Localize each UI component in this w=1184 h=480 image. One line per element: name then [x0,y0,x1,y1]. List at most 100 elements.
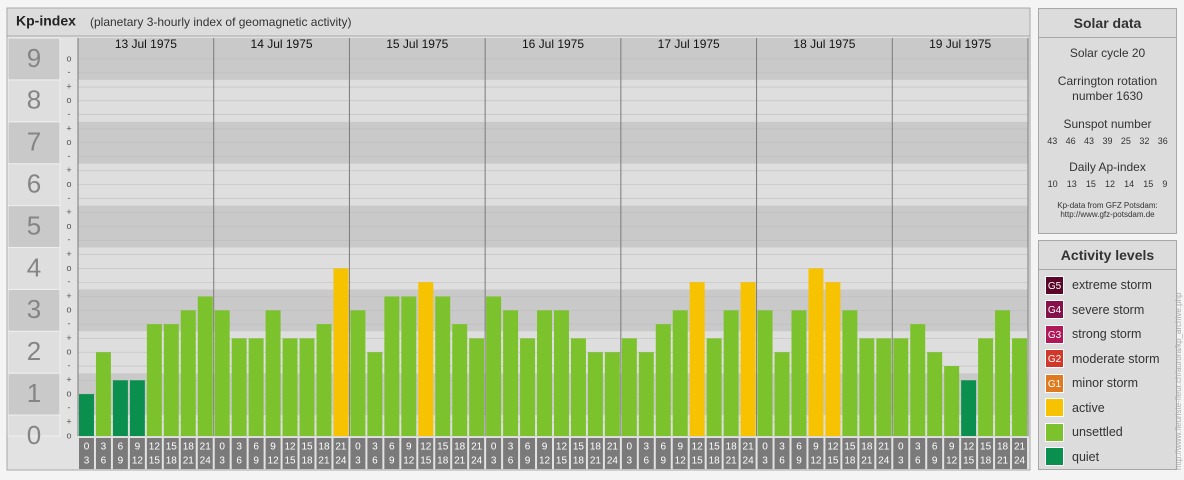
bar [129,380,145,436]
minor-tick-label: o [66,179,71,189]
time-to: 3 [898,456,904,467]
y-tick-label: 7 [27,127,41,157]
level-name: quiet [1072,449,1100,464]
ap-value: 10 [1047,179,1058,189]
digit-band [7,288,61,332]
solar-cycle: Solar cycle 20 [1069,46,1146,60]
ap-value: 9 [1162,179,1168,189]
time-to: 12 [403,456,415,467]
minor-tick-label: - [68,360,71,370]
time-to: 15 [284,456,296,467]
bar [995,310,1011,436]
time-from: 15 [709,442,721,453]
time-to: 9 [932,456,938,467]
time-from: 15 [437,442,449,453]
minor-tick-label: + [66,249,71,259]
time-to: 3 [762,456,768,467]
level-swatch: G4 [1045,300,1064,320]
time-to: 3 [84,456,90,467]
bar [418,282,434,436]
time-cell [723,438,739,469]
time-cell [163,438,179,469]
bar [146,324,162,436]
sunspot-value: 36 [1157,136,1168,146]
time-to: 6 [644,456,650,467]
sunspot-value: 43 [1084,136,1095,146]
level-swatch [1045,422,1064,442]
bar [180,310,196,436]
bar [503,310,519,436]
time-cell [808,438,824,469]
bar [316,324,332,436]
sunspot-value: 25 [1120,136,1131,146]
time-cell [689,438,705,469]
source-url: http://www.gfz-potsdam.de [1060,210,1155,219]
level-row: G2 moderate storm [1039,347,1176,372]
time-from: 21 [607,442,619,453]
bar [350,310,366,436]
time-cell [129,438,145,469]
time-from: 18 [997,442,1009,453]
bar [197,296,213,436]
time-cell [893,438,909,469]
time-from: 0 [219,442,225,453]
time-cell [791,438,807,469]
minor-tick-label: o [66,305,71,315]
bar [231,338,247,436]
time-from: 9 [406,442,412,453]
time-from: 6 [796,442,802,453]
y-tick-label: 1 [27,378,41,408]
chart-subtitle: (planetary 3-hourly index of geomagnetic… [90,15,351,29]
time-from: 15 [844,442,856,453]
time-cell [452,438,468,469]
time-to: 18 [844,456,856,467]
minor-tick-label: - [68,193,71,203]
day-label: 18 Jul 1975 [793,37,855,51]
time-to: 18 [709,456,721,467]
time-to: 12 [132,456,144,467]
bar [299,338,315,436]
time-to: 24 [200,456,212,467]
time-cell [621,438,637,469]
level-name: strong storm [1072,327,1142,342]
y-tick-label: 2 [27,336,41,366]
time-cell [944,438,960,469]
time-to: 9 [253,456,259,467]
time-cell [995,438,1011,469]
time-to: 3 [627,456,633,467]
time-from: 0 [627,442,633,453]
time-cell [180,438,196,469]
day-label: 15 Jul 1975 [386,37,448,51]
bar [401,296,417,436]
time-from: 18 [590,442,602,453]
time-to: 24 [335,456,347,467]
time-cell [231,438,247,469]
minor-tick-label: + [66,375,71,385]
solar-title: Solar data [1039,9,1176,38]
time-to: 21 [183,456,195,467]
time-cell [520,438,536,469]
time-from: 12 [692,442,704,453]
minor-tick-label: + [66,333,71,343]
minor-tick-label: o [66,137,71,147]
digit-band [7,37,61,81]
bar [554,310,569,436]
source: Kp-data from GFZ Potsdam: [1057,201,1158,210]
time-cell [435,438,451,469]
bar [163,324,179,436]
time-to: 18 [166,456,178,467]
day-label: 17 Jul 1975 [658,37,720,51]
time-from: 12 [556,442,568,453]
minor-tick-label: o [66,430,71,440]
day-label: 16 Jul 1975 [522,37,584,51]
sunspot-title: Sunspot number [1063,117,1152,131]
bar [893,338,909,436]
ap-value: 14 [1124,179,1135,189]
levels-list: G5 extreme storm G4 severe storm G3 strong st… [1039,270,1176,469]
bar [978,338,994,436]
time-from: 18 [454,442,466,453]
time-to: 15 [827,456,839,467]
time-cell [961,438,977,469]
day-label: 13 Jul 1975 [115,37,177,51]
level-row: quiet [1039,445,1176,470]
